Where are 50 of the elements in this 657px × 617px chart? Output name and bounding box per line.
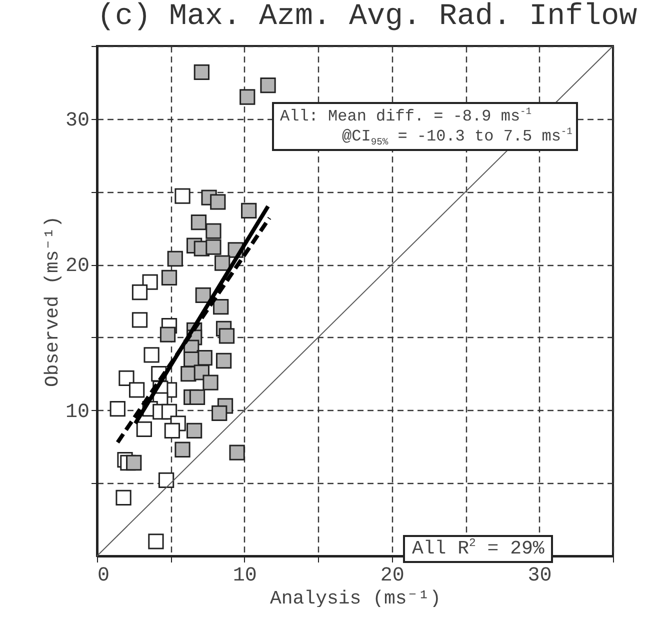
point: [229, 444, 245, 460]
y-tick-label: 30: [65, 109, 90, 132]
annotation: @CI$_{95%}$ = -10.3 to 7.5 ms$^{-1}$: [341, 126, 572, 148]
point: [118, 370, 134, 386]
y-tick-label: 20: [65, 255, 90, 278]
point: [241, 202, 257, 218]
x-tick-label: 10: [232, 564, 257, 588]
point: [174, 442, 190, 458]
point: [206, 239, 222, 255]
point: [161, 270, 178, 286]
point: [158, 472, 174, 488]
point: [142, 274, 158, 290]
point: [214, 255, 230, 271]
text-box: All R$^{2}$ = 29%: [403, 535, 554, 564]
point: [128, 382, 145, 398]
point: [132, 312, 148, 328]
point: [189, 389, 206, 405]
point: [184, 351, 200, 368]
point: [213, 299, 229, 315]
point: [190, 214, 207, 230]
x-tick-label: 0: [98, 564, 110, 588]
point: [110, 401, 126, 417]
text-box: All: Mean diff. = -8.9 ms$^{-1}$ @CI$_{95%}$ = -10.3 to 7.5 ms$^{-1}$: [272, 102, 578, 152]
point: [260, 78, 276, 94]
point: [218, 328, 235, 344]
point: [132, 284, 148, 300]
annotation: All: Mean diff. = -8.9 ms$^{-1}$: [280, 106, 533, 126]
point: [116, 490, 132, 506]
point: [164, 422, 180, 439]
x-tick-label: 30: [528, 564, 552, 588]
point: [202, 374, 218, 390]
point: [212, 405, 228, 422]
point: [167, 250, 183, 267]
point: [195, 287, 211, 303]
point: [126, 454, 142, 471]
x-tick-label: 20: [380, 564, 404, 588]
point: [174, 188, 190, 204]
y-tick-label: 10: [65, 400, 90, 424]
point: [216, 352, 232, 369]
y-axis-title: Observed (ms⁻¹): [41, 216, 64, 388]
point: [136, 421, 152, 438]
point: [240, 89, 256, 105]
chart-title: (c) Max. Azm. Avg. Rad. Inflow: [97, 0, 638, 34]
point: [210, 194, 226, 210]
point: [194, 64, 210, 80]
point: [186, 422, 202, 439]
point: [144, 347, 160, 363]
point: [160, 326, 176, 342]
point: [148, 534, 164, 550]
point: [206, 223, 222, 239]
